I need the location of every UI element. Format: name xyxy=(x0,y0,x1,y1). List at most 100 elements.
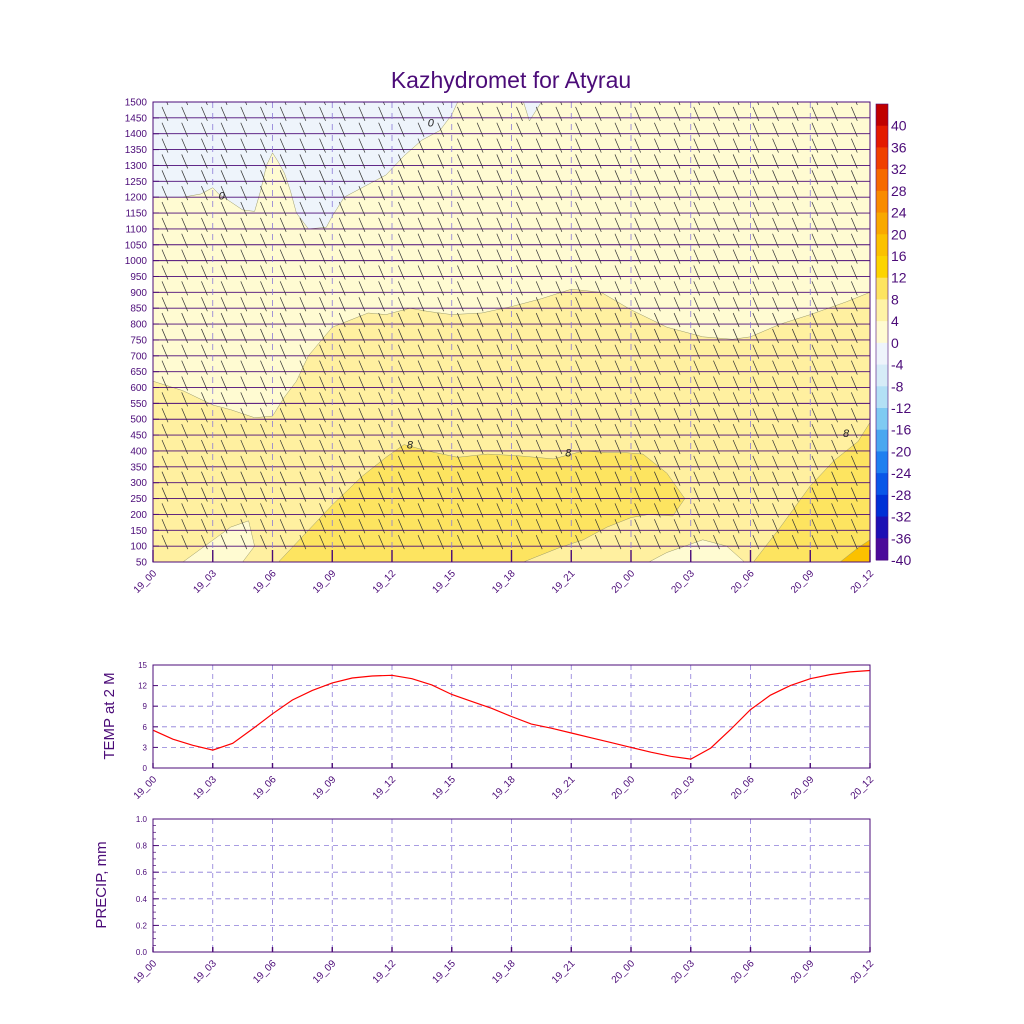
colorbar-swatch xyxy=(876,364,888,387)
wind-barb xyxy=(634,471,641,486)
wind-barb xyxy=(713,186,720,201)
wind-barb xyxy=(575,471,582,486)
wind-barb xyxy=(476,471,484,486)
wind-barb xyxy=(850,439,858,455)
wind-barb xyxy=(220,519,228,534)
wind-barb xyxy=(654,455,661,470)
wind-barb xyxy=(476,408,484,423)
x-tick-label: 19_12 xyxy=(371,568,399,596)
wind-barb xyxy=(398,297,405,312)
wind-barb xyxy=(693,439,701,455)
wind-barb xyxy=(417,201,425,217)
wind-barb xyxy=(417,423,425,439)
temp-y-axis: 0 3 6 9 12 15 xyxy=(138,661,158,773)
colorbar-swatch xyxy=(876,104,888,127)
wind-barb xyxy=(732,392,740,407)
wind-barb xyxy=(181,376,189,391)
wind-barb xyxy=(516,170,523,185)
wind-barb xyxy=(634,106,641,121)
y-tick-label: 1150 xyxy=(125,209,147,220)
wind-barb xyxy=(496,503,504,518)
wind-barb xyxy=(201,122,208,137)
wind-barb xyxy=(594,376,602,391)
wind-barb xyxy=(161,344,169,359)
wind-barb xyxy=(791,201,799,217)
temp-y-tick-label: 0 xyxy=(143,764,148,773)
wind-barb xyxy=(437,408,445,423)
wind-barb xyxy=(457,360,464,375)
wind-barb xyxy=(437,455,445,470)
wind-barb xyxy=(319,471,326,486)
wind-barb xyxy=(772,106,779,121)
wind-barb xyxy=(791,186,799,201)
wind-barb xyxy=(476,106,484,121)
wind-barb xyxy=(811,249,819,264)
wind-barb xyxy=(181,312,189,328)
wind-barb xyxy=(299,328,307,344)
wind-barb xyxy=(417,408,425,423)
wind-barb xyxy=(654,312,661,328)
wind-barb xyxy=(201,312,208,328)
wind-barb xyxy=(378,217,385,233)
wind-barb xyxy=(181,122,189,137)
wind-barb xyxy=(378,233,385,248)
wind-barb xyxy=(181,487,189,502)
wind-barb xyxy=(240,249,248,264)
wind-barb xyxy=(614,392,622,407)
colorbar-label: 4 xyxy=(891,313,899,329)
wind-barb xyxy=(693,281,701,296)
wind-barb xyxy=(437,423,445,439)
wind-barb xyxy=(201,249,208,264)
wind-barb xyxy=(614,106,622,121)
wind-barb xyxy=(791,265,799,280)
wind-barb xyxy=(398,519,405,534)
contour-labels: 0 0 8 8 8 xyxy=(219,118,850,460)
wind-barb xyxy=(264,102,267,106)
wind-barb xyxy=(654,376,661,391)
wind-barb xyxy=(437,392,445,407)
wind-barb xyxy=(260,471,267,486)
wind-barb xyxy=(634,408,641,423)
wind-barb xyxy=(516,487,523,502)
wind-barb xyxy=(378,297,385,312)
wind-barb xyxy=(791,376,799,391)
wind-barb xyxy=(575,106,582,121)
wind-barb xyxy=(496,519,504,534)
wind-barb xyxy=(555,122,563,137)
wind-barb xyxy=(634,201,641,217)
wind-barb xyxy=(831,122,838,137)
precip-y-tick-label: 1.0 xyxy=(136,815,148,824)
temp-y-tick-label: 12 xyxy=(138,682,147,691)
wind-barb xyxy=(693,535,701,550)
y-tick-label: 1350 xyxy=(125,145,148,156)
wind-barb xyxy=(693,154,701,169)
wind-barb xyxy=(575,265,582,280)
wind-barb xyxy=(535,249,543,264)
wind-barb xyxy=(201,217,208,233)
wind-barb xyxy=(752,328,760,344)
wind-barb xyxy=(378,312,385,328)
wind-barb xyxy=(161,138,169,153)
wind-barb xyxy=(457,487,464,502)
wind-barb xyxy=(575,503,582,518)
wind-barb xyxy=(713,344,720,359)
wind-barb xyxy=(634,217,641,233)
wind-barb xyxy=(319,455,326,470)
wind-barb xyxy=(240,265,248,280)
wind-barb xyxy=(594,423,602,439)
wind-barb xyxy=(555,392,563,407)
wind-barb xyxy=(240,471,248,486)
wind-barb xyxy=(619,102,622,106)
colorbar-swatch xyxy=(876,429,888,452)
wind-barb xyxy=(476,217,484,233)
wind-barb xyxy=(673,201,681,217)
wind-barb xyxy=(693,487,701,502)
wind-barb xyxy=(555,249,563,264)
wind-barb xyxy=(575,297,582,312)
wind-barb xyxy=(811,487,819,502)
wind-barb xyxy=(811,312,819,328)
wind-barb xyxy=(535,519,543,534)
wind-barb xyxy=(614,535,622,550)
wind-barb xyxy=(594,439,602,455)
